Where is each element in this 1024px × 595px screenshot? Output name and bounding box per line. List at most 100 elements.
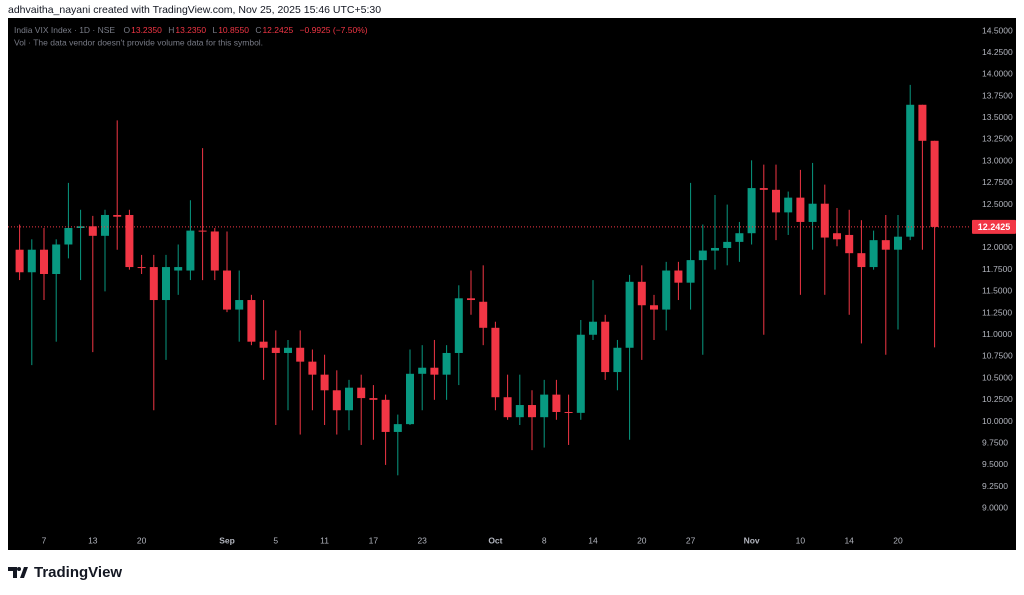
candle-body xyxy=(540,394,549,418)
candle-body xyxy=(467,298,475,301)
candle-body xyxy=(930,140,939,227)
candle-body xyxy=(210,231,219,271)
candle-body xyxy=(576,334,585,413)
candle-body xyxy=(308,361,317,375)
footer-brand: TradingView xyxy=(34,564,122,581)
candle-body xyxy=(894,236,902,250)
x-tick-label: Oct xyxy=(488,535,502,545)
x-tick-label: 14 xyxy=(588,535,598,545)
candle-body xyxy=(759,188,768,190)
candle-body xyxy=(88,226,97,236)
x-tick-label: 17 xyxy=(369,535,379,545)
candle-body xyxy=(223,270,231,310)
candle-body xyxy=(64,228,73,245)
candle-body xyxy=(698,250,707,261)
x-tick-label: 14 xyxy=(844,535,854,545)
candle-body xyxy=(52,244,61,274)
candle-body xyxy=(820,203,829,238)
candle-body xyxy=(528,405,536,418)
candle-body xyxy=(454,298,463,353)
y-tick-label: 10.5000 xyxy=(982,372,1013,382)
candle-body xyxy=(137,267,146,269)
chart-background xyxy=(8,18,1016,550)
y-tick-label: 9.0000 xyxy=(982,503,1008,513)
candle-body xyxy=(503,397,512,418)
x-tick-label: 20 xyxy=(637,535,647,545)
y-tick-label: 11.5000 xyxy=(982,286,1012,296)
ohlc-value: 13.2350 xyxy=(131,25,162,35)
ohlc-label: O xyxy=(123,25,130,35)
logo-icon xyxy=(8,567,28,578)
last-price-label: 12.2425 xyxy=(978,222,1011,232)
ohlc-label: L xyxy=(212,25,217,35)
candle-body xyxy=(601,321,610,373)
candle-body xyxy=(625,281,634,348)
candle-body xyxy=(479,301,488,328)
candle-body xyxy=(711,247,719,251)
candle-body xyxy=(125,214,134,268)
candle-body xyxy=(235,300,244,310)
x-tick-label: 27 xyxy=(686,535,696,545)
candle-body xyxy=(857,253,866,268)
x-tick-label: Nov xyxy=(744,535,760,545)
candle-body xyxy=(881,240,890,250)
candle-body xyxy=(259,341,268,348)
header-text: adhvaitha_nayani created with TradingVie… xyxy=(8,4,381,16)
candle-body xyxy=(918,104,927,141)
candle-body xyxy=(796,197,805,222)
candle-body xyxy=(381,399,390,432)
x-tick-label: 8 xyxy=(542,535,547,545)
candle-body xyxy=(357,387,366,399)
y-tick-label: 12.5000 xyxy=(982,199,1013,209)
y-tick-label: 14.2500 xyxy=(982,47,1013,57)
candle-body xyxy=(27,249,36,273)
x-tick-label: 23 xyxy=(417,535,427,545)
candle-body xyxy=(442,352,451,375)
candle-body xyxy=(113,214,122,217)
candle-body xyxy=(430,367,439,375)
y-tick-label: 14.0000 xyxy=(982,69,1013,79)
x-tick-label: 13 xyxy=(88,535,98,545)
y-tick-label: 9.7500 xyxy=(982,437,1008,447)
y-tick-label: 10.2500 xyxy=(982,394,1013,404)
x-tick-label: 20 xyxy=(893,535,903,545)
footer-logo xyxy=(8,567,28,578)
candle-body xyxy=(393,424,402,432)
y-tick-label: 13.7500 xyxy=(982,90,1013,100)
ohlc-label: C xyxy=(255,25,261,35)
candle-body xyxy=(101,214,109,236)
x-tick-label: 10 xyxy=(796,535,806,545)
candle-body xyxy=(784,197,793,213)
y-tick-label: 13.2500 xyxy=(982,134,1013,144)
candle-body xyxy=(296,347,305,362)
candle-body xyxy=(320,374,329,391)
y-tick-label: 14.5000 xyxy=(982,25,1013,35)
candle-body xyxy=(845,234,854,254)
candle-body xyxy=(418,367,427,374)
y-tick-label: 11.0000 xyxy=(982,329,1012,339)
volume-note: Vol · The data vendor doesn't provide vo… xyxy=(14,37,263,47)
y-tick-label: 12.7500 xyxy=(982,177,1013,187)
candle-body xyxy=(833,233,841,240)
logo-dot xyxy=(17,567,21,571)
x-tick-label: 20 xyxy=(137,535,147,545)
candle-body xyxy=(247,300,256,342)
candle-body xyxy=(186,230,195,271)
candle-body xyxy=(637,281,646,306)
candle-body xyxy=(747,188,756,234)
candle-body xyxy=(686,260,695,283)
candle-body xyxy=(650,305,658,310)
candle-body xyxy=(271,347,280,353)
candle-body xyxy=(40,249,48,274)
candle-body xyxy=(174,267,183,271)
y-tick-label: 10.7500 xyxy=(982,351,1013,361)
candle-body xyxy=(735,233,744,242)
candle-body xyxy=(772,189,780,213)
ohlc-value: 10.8550 xyxy=(218,25,249,35)
x-tick-label: 11 xyxy=(320,535,329,545)
candle-body xyxy=(674,270,683,283)
ohlc-value: 13.2350 xyxy=(175,25,206,35)
candle-body xyxy=(723,241,732,248)
y-tick-label: 13.5000 xyxy=(982,112,1013,122)
